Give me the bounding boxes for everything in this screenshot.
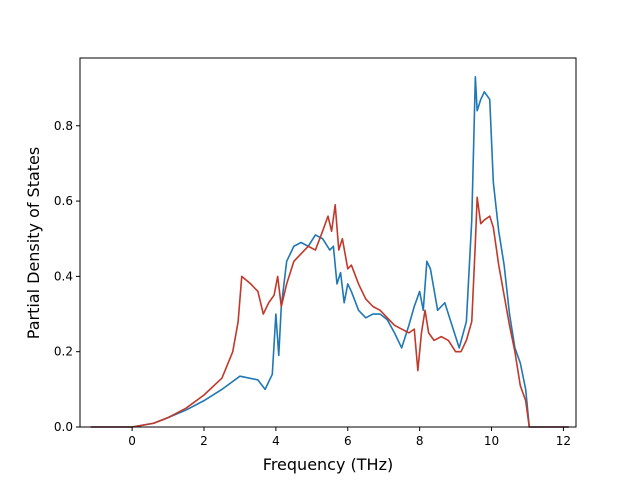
series-lines bbox=[90, 76, 569, 428]
x-axis-label: Frequency (THz) bbox=[263, 455, 393, 474]
x-tick-label: 12 bbox=[556, 434, 571, 448]
y-tick-label: 0.0 bbox=[54, 420, 73, 434]
x-tick-label: 10 bbox=[484, 434, 499, 448]
series-line-1 bbox=[90, 76, 569, 428]
y-tick-label: 0.4 bbox=[54, 269, 73, 283]
y-tick-label: 0.2 bbox=[54, 345, 73, 359]
plot-frame bbox=[79, 57, 577, 428]
y-axis: 0.0 0.2 0.4 0.6 0.8 bbox=[54, 119, 80, 434]
y-tick-label: 0.8 bbox=[54, 119, 73, 133]
x-tick-label: 8 bbox=[416, 434, 424, 448]
series-line-2 bbox=[90, 196, 569, 428]
y-tick-label: 0.6 bbox=[54, 194, 73, 208]
x-tick-label: 4 bbox=[272, 434, 280, 448]
x-axis: 0 2 4 6 8 10 12 bbox=[128, 427, 571, 448]
x-tick-label: 0 bbox=[128, 434, 136, 448]
x-tick-label: 2 bbox=[200, 434, 208, 448]
y-axis-label: Partial Density of States bbox=[24, 147, 43, 339]
x-tick-label: 6 bbox=[344, 434, 352, 448]
